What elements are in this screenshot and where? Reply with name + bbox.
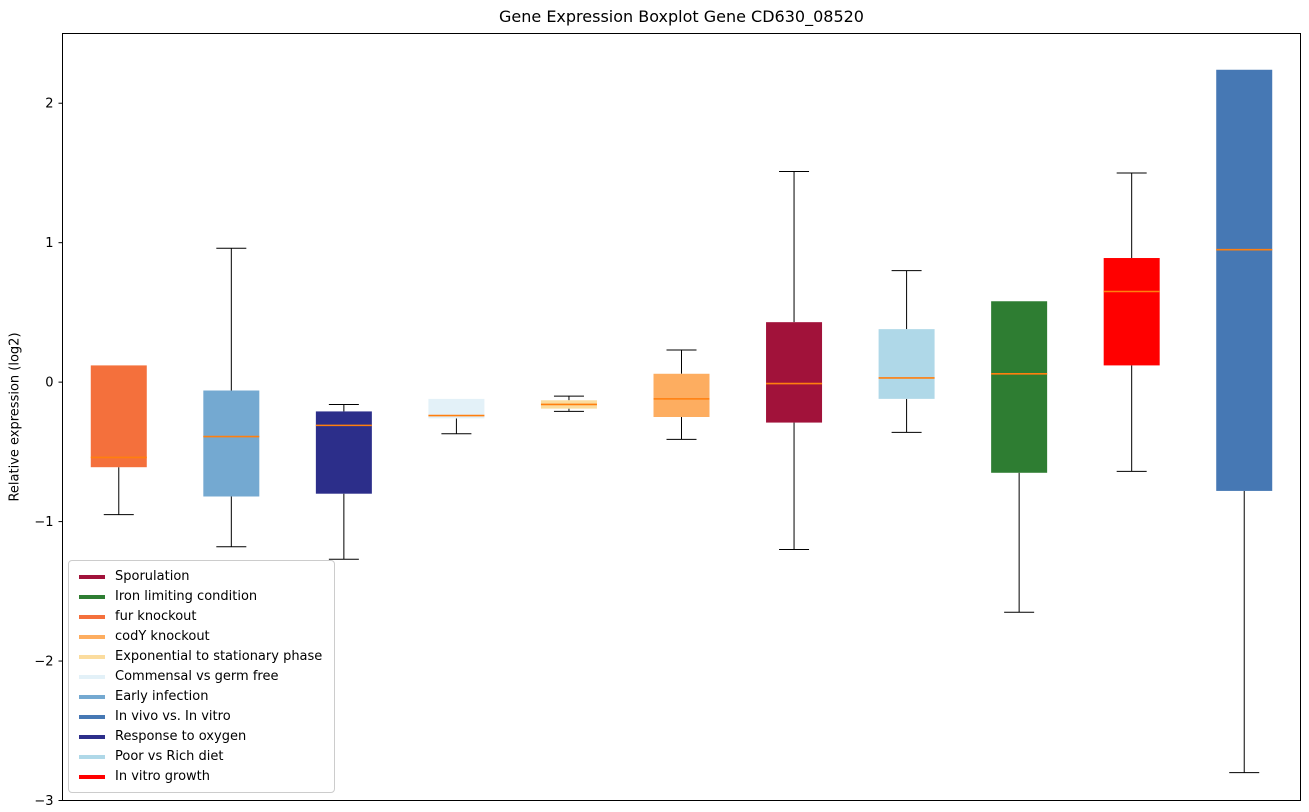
legend-item: In vitro growth — [79, 768, 322, 785]
box-in-vitro-growth — [1103, 258, 1160, 366]
box-in-vivo-vs-in-vitro — [1216, 69, 1273, 491]
legend-item: In vivo vs. In vitro — [79, 708, 322, 725]
y-tick-label: 1 — [45, 236, 53, 251]
y-tick-label: −1 — [34, 515, 53, 530]
legend-swatch — [79, 614, 105, 619]
legend-item: Sporulation — [79, 568, 322, 585]
legend-label: Poor vs Rich diet — [115, 749, 224, 764]
legend-item: Poor vs Rich diet — [79, 748, 322, 765]
chart-title: Gene Expression Boxplot Gene CD630_08520 — [499, 7, 864, 26]
box-early-infection — [203, 390, 260, 497]
legend-label: fur knockout — [115, 609, 197, 624]
legend-swatch — [79, 654, 105, 659]
box-cody-knockout — [653, 373, 710, 417]
legend-swatch — [79, 774, 105, 779]
plot-border — [62, 33, 1301, 801]
legend-label: codY knockout — [115, 629, 210, 644]
legend-swatch — [79, 734, 105, 739]
box-response-to-oxygen — [315, 411, 372, 494]
legend-swatch — [79, 574, 105, 579]
legend-item: Exponential to stationary phase — [79, 648, 322, 665]
box-fur-knockout — [90, 365, 147, 468]
legend-swatch — [79, 634, 105, 639]
y-tick-label: 2 — [45, 97, 53, 112]
legend-item: Early infection — [79, 688, 322, 705]
y-tick-label: −2 — [34, 655, 53, 670]
box-poor-vs-rich-diet — [878, 329, 935, 399]
legend-swatch — [79, 714, 105, 719]
legend-item: fur knockout — [79, 608, 322, 625]
legend-item: codY knockout — [79, 628, 322, 645]
legend-label: Response to oxygen — [115, 729, 247, 744]
legend-swatch — [79, 694, 105, 699]
legend-label: Early infection — [115, 689, 209, 704]
legend-swatch — [79, 594, 105, 599]
legend-label: In vitro growth — [115, 769, 210, 784]
box-commensal-vs-germ-free — [428, 398, 485, 419]
box-sporulation — [766, 322, 823, 423]
legend-label: In vivo vs. In vitro — [115, 709, 231, 724]
legend-label: Sporulation — [115, 569, 190, 584]
legend-item: Iron limiting condition — [79, 588, 322, 605]
legend-label: Iron limiting condition — [115, 589, 258, 604]
legend-label: Exponential to stationary phase — [115, 649, 323, 664]
box-iron-limiting-condition — [991, 301, 1048, 473]
legend: Sporulation Iron limiting condition fur kn… — [68, 560, 336, 793]
legend-item: Commensal vs germ free — [79, 668, 322, 685]
legend-swatch — [79, 754, 105, 759]
legend-label: Commensal vs germ free — [115, 669, 279, 684]
y-tick-label: 0 — [45, 376, 53, 391]
y-tick-label: −3 — [34, 794, 53, 809]
legend-item: Response to oxygen — [79, 728, 322, 745]
legend-swatch — [79, 674, 105, 679]
